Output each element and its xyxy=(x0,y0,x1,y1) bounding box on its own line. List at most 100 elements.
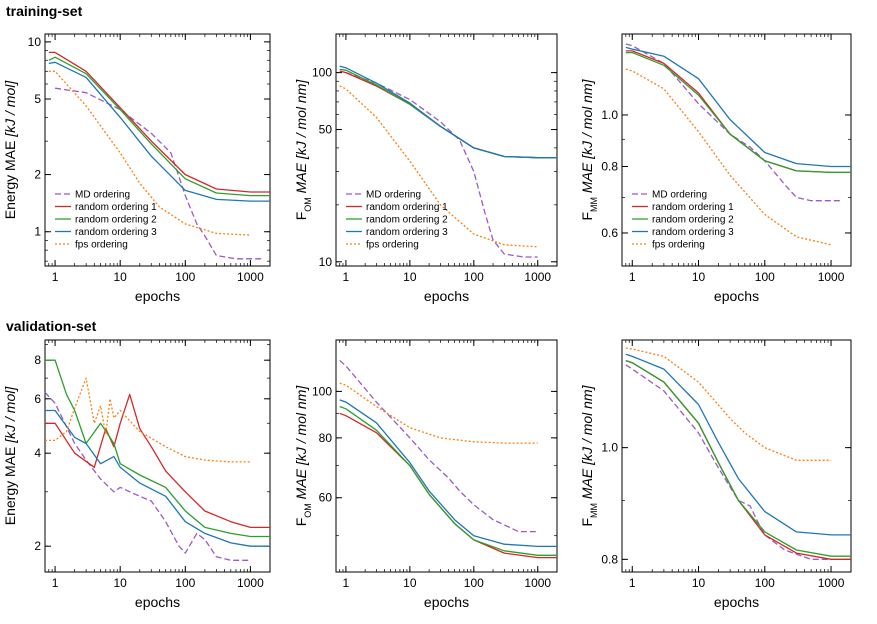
x-tick-label: 1 xyxy=(629,270,636,284)
series-line-fps xyxy=(339,382,538,444)
x-tick-label: 10 xyxy=(114,576,128,590)
y-axis-label: Energy MAE [kJ / mol] xyxy=(2,386,18,526)
y-tick-label: 1 xyxy=(34,225,41,239)
series-line-MD xyxy=(55,87,262,260)
x-tick-label: 1 xyxy=(629,576,636,590)
series-line-random3 xyxy=(625,46,851,168)
x-tick-label: 1000 xyxy=(524,270,551,284)
x-tick-label: 100 xyxy=(175,270,195,284)
chart-val-fmm: 1 10 100 1000 0.8 1.0 epochs FMM MAE [kJ / mol … xyxy=(579,339,852,610)
y-tick-label: 10 xyxy=(28,35,42,49)
series-line-MD xyxy=(625,43,843,202)
legend-label-random2: random ordering 2 xyxy=(366,215,448,226)
x-axis-label: epochs xyxy=(135,594,180,610)
series-line-random2 xyxy=(48,56,270,197)
series-line-random1 xyxy=(45,393,270,529)
x-tick-label: 1000 xyxy=(524,576,551,590)
x-tick-label: 10 xyxy=(403,270,417,284)
series-line-random1 xyxy=(625,359,851,560)
x-tick-label: 1 xyxy=(343,576,350,590)
validation-set-title: validation-set xyxy=(6,318,97,334)
x-tick-label: 100 xyxy=(755,270,775,284)
series-line-MD xyxy=(345,71,538,258)
series-line-random3 xyxy=(45,409,270,547)
y-axis-label: FOM MAE [kJ / mol nm] xyxy=(293,385,313,527)
y-axis-label: FOM MAE [kJ / mol nm] xyxy=(293,79,313,221)
y-tick-label: 100 xyxy=(312,66,332,80)
x-tick-label: 100 xyxy=(464,576,484,590)
plot-frame xyxy=(335,339,558,573)
y-tick-label: 5 xyxy=(34,92,41,106)
legend-label-random1: random ordering 1 xyxy=(366,202,448,213)
y-tick-label: 0.8 xyxy=(601,160,618,174)
x-tick-label: 100 xyxy=(464,270,484,284)
series-line-random1 xyxy=(625,50,851,174)
x-tick-label: 10 xyxy=(114,270,128,284)
series-line-random3 xyxy=(48,61,270,202)
x-tick-label: 1000 xyxy=(818,576,845,590)
legend-label-MD: MD ordering xyxy=(366,190,421,201)
x-tick-label: 10 xyxy=(403,576,417,590)
x-tick-label: 1000 xyxy=(237,576,264,590)
y-tick-label: 6 xyxy=(34,392,41,406)
chart-val-energy: 1 10 100 1000 2 4 6 8 epochs Energy MAE [kJ / mol… xyxy=(2,339,271,610)
legend-label-random2: random ordering 2 xyxy=(652,215,734,226)
series-line-random3 xyxy=(339,65,557,159)
x-tick-label: 1 xyxy=(52,576,59,590)
chart-train-fmm: 1 10 100 1000 0.6 0.8 1.0 epochs FMM MAE [kJ / m… xyxy=(579,33,852,304)
x-tick-label: 10 xyxy=(692,576,706,590)
x-tick-label: 1 xyxy=(343,270,350,284)
x-tick-label: 100 xyxy=(175,576,195,590)
series-line-random2 xyxy=(339,68,557,159)
plot-frame xyxy=(44,33,271,267)
plot-frame xyxy=(621,339,852,573)
y-tick-label: 8 xyxy=(34,353,41,367)
x-axis-label: epochs xyxy=(714,288,759,304)
series-line-MD xyxy=(339,360,538,533)
series-line-fps xyxy=(45,377,251,463)
series-line-MD xyxy=(625,364,832,560)
legend-label-fps: fps ordering xyxy=(652,240,705,251)
series-line-random2 xyxy=(625,51,851,174)
training-set-title: training-set xyxy=(6,3,83,19)
legend-label-MD: MD ordering xyxy=(75,190,130,201)
y-tick-label: 10 xyxy=(319,255,333,269)
y-tick-label: 2 xyxy=(34,168,41,182)
series-line-random1 xyxy=(48,51,270,193)
x-axis-label: epochs xyxy=(424,594,469,610)
chart-train-energy: 1 10 100 1000 1 2 5 10 epochs Energy MAE [kJ / mo… xyxy=(2,33,271,304)
x-tick-label: 100 xyxy=(755,576,775,590)
x-tick-label: 1000 xyxy=(818,270,845,284)
x-tick-label: 1 xyxy=(52,270,59,284)
legend-label-random3: random ordering 3 xyxy=(366,227,448,238)
legend-label-random1: random ordering 1 xyxy=(652,202,734,213)
legend-label-fps: fps ordering xyxy=(366,240,419,251)
legend-label-random1: random ordering 1 xyxy=(75,202,157,213)
y-tick-label: 1.0 xyxy=(601,441,618,455)
series-line-random2 xyxy=(625,359,851,557)
legend-label-random2: random ordering 2 xyxy=(75,215,157,226)
y-tick-label: 60 xyxy=(319,491,333,505)
series-line-random2 xyxy=(339,405,557,556)
y-tick-label: 4 xyxy=(34,446,41,460)
y-tick-label: 0.8 xyxy=(601,552,618,566)
y-tick-label: 80 xyxy=(319,431,333,445)
y-tick-label: 50 xyxy=(319,123,333,137)
series-line-random3 xyxy=(339,399,557,548)
series-line-fps xyxy=(625,347,832,461)
legend-label-MD: MD ordering xyxy=(652,190,707,201)
series-line-random1 xyxy=(339,70,557,159)
chart-val-fom: 1 10 100 1000 60 80 100 epochs FOM MAE [kJ / mol… xyxy=(293,339,558,610)
x-tick-label: 10 xyxy=(692,270,706,284)
y-axis-label: Energy MAE [kJ / mol] xyxy=(2,80,18,220)
legend-label-random3: random ordering 3 xyxy=(652,227,734,238)
series-line-random3 xyxy=(625,353,851,536)
y-tick-label: 0.6 xyxy=(601,226,618,240)
plot-frame xyxy=(621,33,852,267)
plot-frame xyxy=(44,339,271,573)
x-axis-label: epochs xyxy=(714,594,759,610)
series-line-random2 xyxy=(45,359,270,538)
legend-label-random3: random ordering 3 xyxy=(75,227,157,238)
series-line-fps xyxy=(339,85,538,248)
